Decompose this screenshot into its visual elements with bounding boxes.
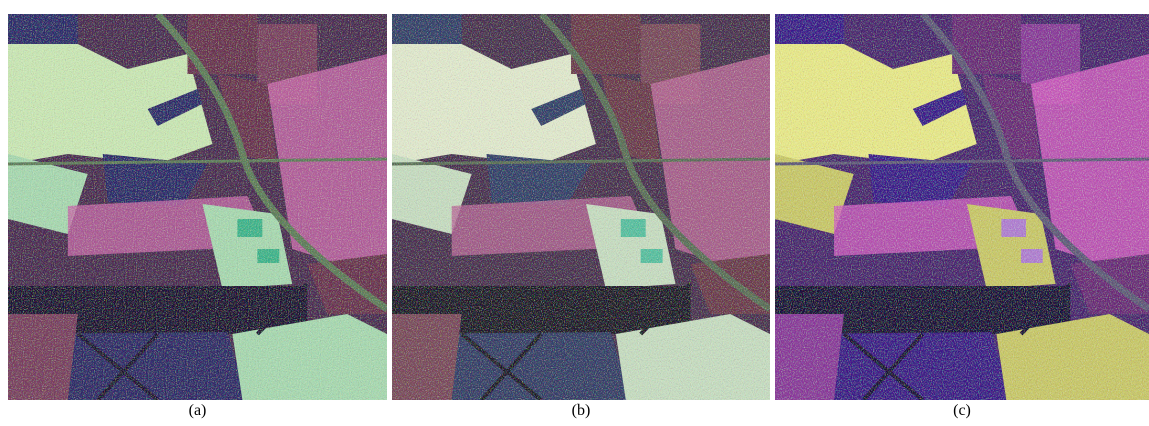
sar-image — [392, 14, 770, 400]
figure: (a) (b) (c) (() => { const data = JSON.p… — [0, 0, 1149, 426]
panel-caption: (b) — [392, 402, 770, 420]
panel-caption: (a) — [8, 402, 387, 420]
image-panel — [8, 14, 387, 400]
sar-image — [775, 14, 1149, 400]
image-panel — [775, 14, 1149, 400]
panel-caption: (c) — [775, 402, 1149, 420]
sar-image — [8, 14, 387, 400]
image-panel — [392, 14, 770, 400]
